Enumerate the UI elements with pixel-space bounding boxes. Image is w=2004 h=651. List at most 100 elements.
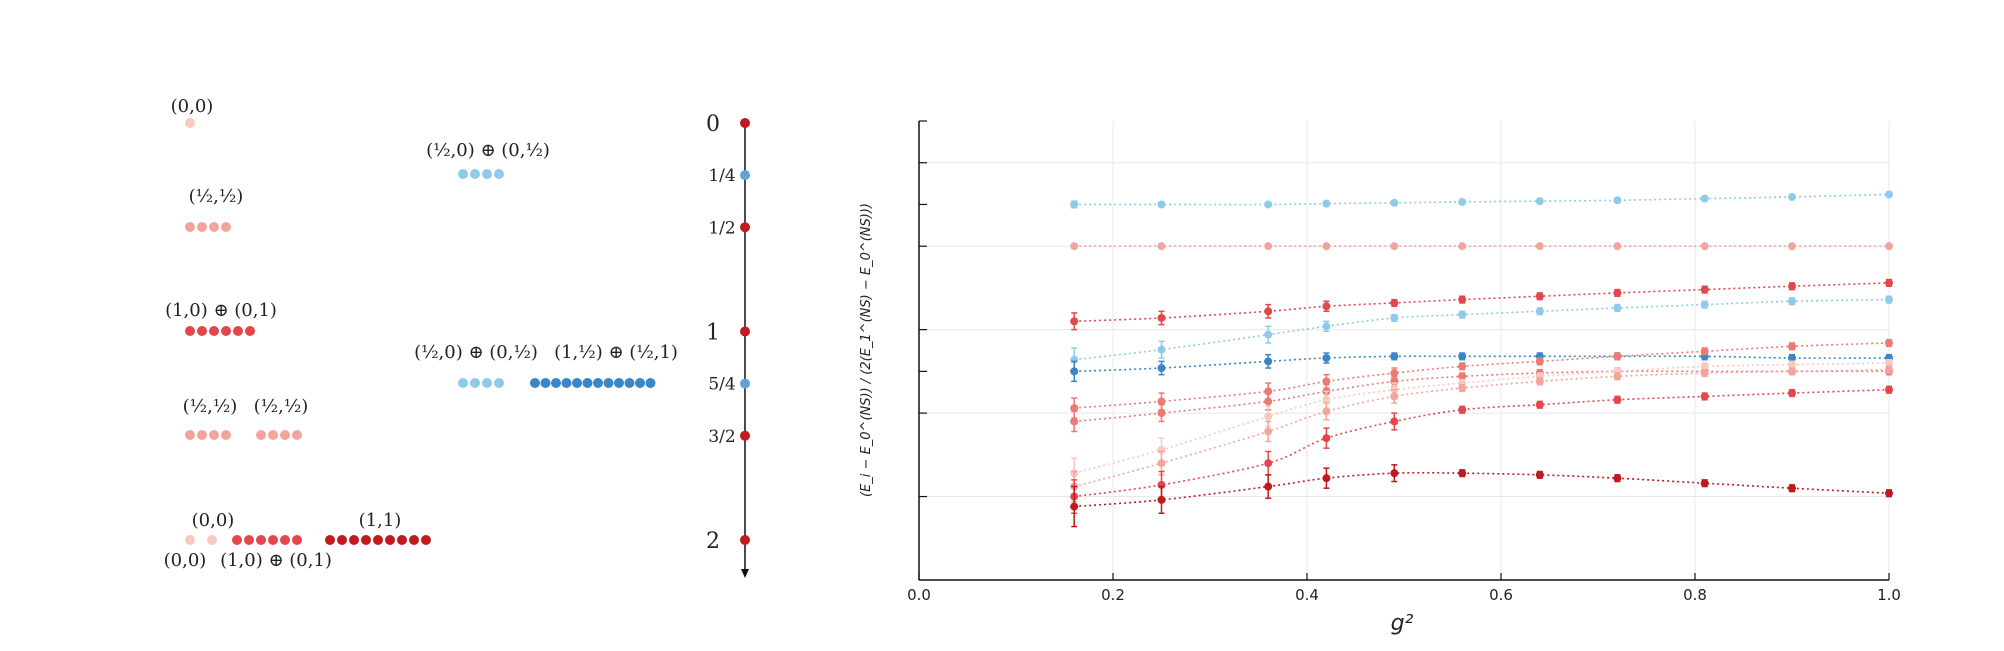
series-0-point	[1070, 200, 1079, 209]
rep-hh-a-dot	[209, 430, 219, 440]
series-3-point	[1788, 297, 1796, 306]
rep-hh-dot	[197, 222, 207, 232]
series-9-point	[1264, 459, 1273, 468]
dot-row-00	[185, 118, 195, 128]
series-8-point	[1157, 459, 1166, 468]
rep-11-dot	[421, 535, 431, 545]
rep-f-mid-dot	[470, 378, 480, 388]
series-5-point	[1390, 369, 1399, 378]
rep-10-01-b-dot	[268, 535, 278, 545]
series-0-point	[1700, 194, 1709, 203]
rep-hh-b-dot	[268, 430, 278, 440]
scale-label-1: 1/4	[708, 166, 735, 186]
series-10-point	[1390, 469, 1399, 478]
rep-00-a-dot	[207, 535, 217, 545]
rep-10-01-dot	[233, 326, 243, 336]
series-0-point	[1390, 198, 1399, 207]
rep-f-mid-dot	[494, 378, 504, 388]
dot-row-hh-pair	[185, 430, 302, 440]
series-5-point	[1070, 404, 1079, 413]
rep-f-big-dot	[635, 378, 645, 388]
series-8-point	[1700, 369, 1709, 378]
series-9-line	[1074, 388, 1890, 498]
series-4-point	[1264, 357, 1273, 366]
rep-label-hh-1: (½,½)	[189, 186, 244, 207]
rep-f-big-dot	[561, 378, 572, 388]
rep-f-big-dot	[624, 378, 635, 388]
series-0-point	[1264, 200, 1273, 209]
series-7-point	[1700, 362, 1709, 371]
dot-row-f-mid	[458, 378, 656, 388]
series-8-point	[1613, 372, 1622, 381]
scale-point-3	[740, 326, 750, 337]
rep-11-dot	[349, 535, 359, 545]
series-1-point	[1157, 242, 1166, 251]
series-7-point	[1788, 360, 1796, 369]
series-8-point	[1390, 392, 1399, 401]
series-0-point	[1458, 197, 1467, 206]
series-6-point	[1264, 397, 1273, 406]
series-3-point	[1264, 330, 1273, 339]
series-2-point	[1613, 288, 1622, 297]
series-1-point	[1390, 242, 1399, 251]
rep-hh-a-dot	[197, 430, 207, 440]
series-2-point	[1788, 282, 1796, 291]
rep-10-01-b-dot	[280, 535, 290, 545]
y-ticks	[919, 120, 927, 498]
chart-axes	[918, 121, 1889, 581]
series-10-point	[1885, 489, 1893, 498]
series-10-point	[1535, 470, 1544, 479]
rep-f-big-dot	[530, 378, 540, 388]
series-9-point	[1535, 400, 1544, 409]
energy-chart: 0.0 0.2 0.4 0.6 0.8 1.0 g² (E_i − E_0^(NS)) /…	[859, 120, 1901, 636]
series-3-point	[1390, 313, 1399, 322]
series-0-point	[1885, 190, 1893, 199]
series-0	[1070, 190, 1893, 209]
rep-11-dot	[337, 535, 347, 545]
series-3	[1070, 295, 1893, 373]
x-tick-label: 0.8	[1683, 586, 1707, 604]
dot-row-bottom	[185, 535, 431, 545]
series-10	[1070, 464, 1893, 528]
series-1-point	[1264, 242, 1273, 251]
scale-point-5	[740, 430, 750, 441]
rep-hh-a-dot	[221, 430, 231, 440]
rep-hh-b-dot	[280, 430, 290, 440]
series-8-point	[1535, 377, 1544, 386]
series-1-point	[1458, 242, 1467, 251]
scale-label-5: 3/2	[708, 427, 735, 447]
rep-11-dot	[373, 535, 383, 545]
series-10-point	[1322, 474, 1331, 483]
rep-10-01-dot	[185, 326, 195, 336]
series-3-point	[1885, 295, 1893, 304]
series-9	[1070, 385, 1893, 514]
rep-11-dot	[361, 535, 371, 545]
rep-label-hh-3: (½,½)	[254, 396, 309, 417]
series-0-line	[1074, 193, 1890, 206]
rep-f-top-dot	[470, 169, 480, 179]
series-4-point	[1070, 367, 1079, 376]
series-8	[1070, 365, 1893, 503]
series-6-point	[1157, 409, 1166, 418]
rep-00-a-dot	[185, 535, 195, 545]
series-8-point	[1458, 384, 1467, 393]
series-10-point	[1788, 484, 1796, 493]
rep-10-01-dot	[209, 326, 219, 336]
scale-point-1	[740, 170, 750, 181]
rep-11-dot	[385, 535, 395, 545]
series-3-point	[1322, 322, 1331, 331]
series-5-point	[1613, 352, 1622, 361]
series-5-point	[1700, 347, 1709, 356]
rep-11-dot	[325, 535, 335, 545]
series-1-point	[1613, 242, 1622, 251]
dot-row-hh	[185, 222, 231, 232]
series-9-point	[1458, 405, 1467, 414]
rep-f-big-dot	[572, 378, 582, 388]
rep-label-f-big: (1,½) ⊕ (½,1)	[554, 342, 678, 363]
series-2	[1070, 278, 1893, 331]
series-10-point	[1264, 482, 1273, 491]
series-4	[1070, 352, 1893, 383]
rep-f-big-dot	[551, 378, 561, 388]
series-4-point	[1788, 354, 1796, 363]
